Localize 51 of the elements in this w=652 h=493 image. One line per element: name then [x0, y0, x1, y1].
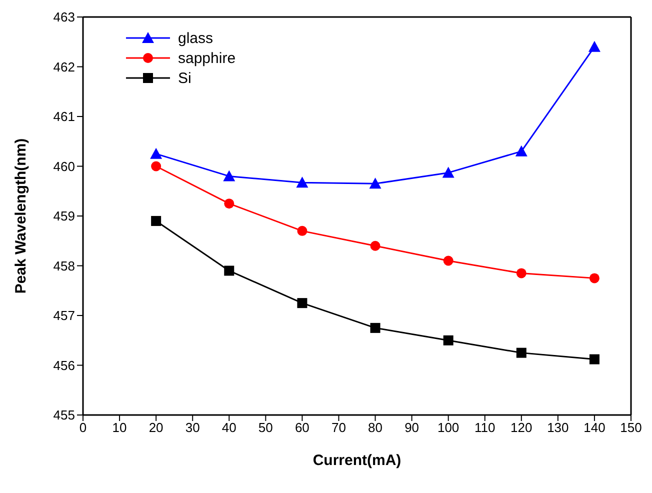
- point: [224, 266, 234, 276]
- point: [224, 198, 234, 209]
- x-tick-label: 130: [547, 420, 569, 436]
- point: [370, 322, 380, 333]
- x-tick-label: 10: [112, 420, 127, 436]
- point: [443, 335, 454, 346]
- point: [151, 216, 162, 226]
- point: [297, 226, 308, 236]
- x-tick-label: 50: [258, 420, 273, 436]
- y-tick-label: 456: [53, 358, 75, 373]
- point: [150, 148, 162, 159]
- point: [151, 161, 162, 172]
- point: [370, 240, 380, 251]
- y-tick-label: 461: [53, 109, 75, 124]
- point: [589, 273, 600, 284]
- x-tick-label: 80: [368, 420, 382, 436]
- y-tick-label: 460: [53, 158, 75, 174]
- x-tick-label: 20: [148, 420, 164, 436]
- point: [297, 298, 308, 308]
- y-tick-label: 457: [53, 308, 75, 324]
- y-tick-label: 455: [53, 408, 75, 423]
- x-tick-label: 150: [620, 420, 642, 436]
- legend-label: Si: [178, 70, 192, 86]
- point: [223, 170, 236, 182]
- y-axis-title: Peak Wavelength(nm): [12, 138, 30, 294]
- point: [369, 178, 382, 189]
- x-tick-label: 30: [185, 420, 200, 436]
- y-tick-label: 458: [53, 258, 75, 274]
- y-tick-label: 459: [53, 208, 75, 224]
- x-tick-label: 70: [332, 420, 346, 436]
- point: [442, 166, 454, 178]
- x-tick-label: 60: [294, 420, 310, 436]
- x-axis-title: Current(mA): [312, 452, 402, 469]
- point: [443, 256, 454, 266]
- x-tick-label: 100: [437, 420, 460, 436]
- x-tick-label: 90: [404, 420, 420, 436]
- y-tick-label: 462: [53, 59, 75, 74]
- x-tick-label: 0: [79, 420, 87, 436]
- point: [296, 176, 308, 188]
- legend-label: glass: [178, 30, 214, 46]
- legend-label: sapphire: [178, 50, 236, 66]
- point: [589, 354, 600, 364]
- point: [588, 40, 600, 52]
- x-tick-label: 40: [222, 420, 236, 436]
- x-tick-label: 140: [584, 420, 606, 436]
- point: [515, 145, 528, 156]
- point: [516, 348, 526, 358]
- point: [516, 268, 526, 278]
- y-tick-label: 463: [53, 10, 75, 25]
- x-tick-label: 120: [510, 420, 532, 436]
- x-tick-label: 110: [474, 420, 496, 436]
